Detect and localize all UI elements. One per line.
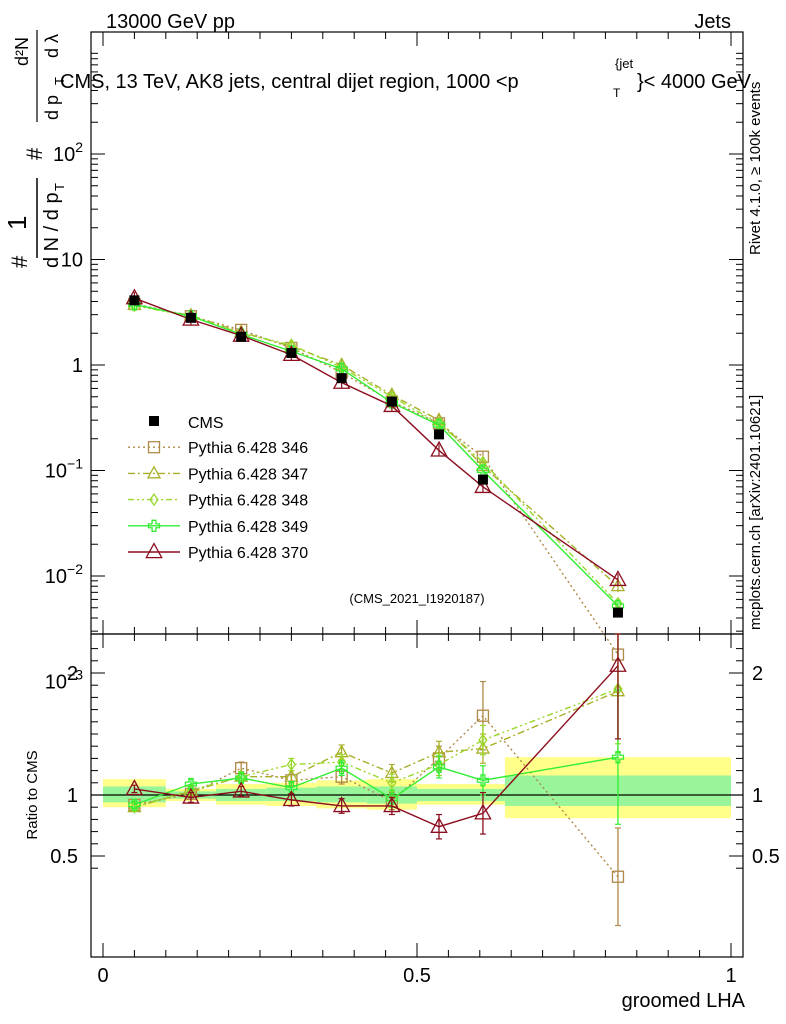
legend-marker — [149, 492, 159, 507]
analysis-watermark: (CMS_2021_I1920187) — [349, 591, 484, 606]
series-point — [609, 570, 627, 587]
legend-entry: Pythia 6.428 346 — [128, 440, 308, 457]
ratio-y-tick-label: 0.5 — [50, 846, 78, 868]
legend-label: Pythia 6.428 347 — [188, 466, 308, 483]
data-point — [286, 347, 297, 358]
ratio-point — [609, 655, 627, 672]
ratio-point — [430, 816, 448, 833]
ylabel-hash-two: # — [22, 147, 47, 160]
ratio-point — [611, 870, 625, 883]
data-point — [386, 396, 397, 407]
ylabel-d2n: d²N — [12, 37, 32, 66]
ratio-point — [385, 792, 399, 805]
x-tick-label: 0.5 — [403, 965, 431, 987]
legend-entry: Pythia 6.428 370 — [128, 542, 308, 562]
main-frame — [90, 31, 744, 635]
ylabel-one: 1 — [2, 216, 32, 230]
x-axis-label: groomed LHA — [622, 990, 746, 1012]
legend-label: Pythia 6.428 370 — [188, 545, 308, 562]
ratio-line — [134, 690, 619, 808]
data-point — [336, 373, 347, 384]
legend-marker — [147, 441, 161, 454]
title-sub: T — [613, 86, 621, 100]
ratio-point — [474, 803, 492, 820]
x-tick-label: 0 — [97, 965, 108, 987]
y-tick-label: 10 — [61, 250, 83, 272]
legend-label: Pythia 6.428 346 — [188, 440, 308, 457]
ratio-y-tick-label-right: 2 — [752, 663, 763, 685]
title-sup: {jet — [615, 56, 633, 71]
series-point — [430, 440, 448, 457]
ratio-point — [232, 781, 250, 798]
ratio-point — [611, 751, 625, 764]
legend-entry: Pythia 6.428 348 — [128, 493, 308, 510]
legend-label: Pythia 6.428 348 — [188, 493, 308, 510]
y-tick-label: 10−2 — [45, 561, 83, 588]
y-tick-label: 10−3 — [45, 667, 83, 694]
legend-label-cms: CMS — [188, 415, 224, 432]
y-tick-label: 10−1 — [45, 456, 83, 483]
ratio-point — [182, 787, 200, 804]
mcplots-source-label: mcplots.cern.ch [arXiv:2401.10621] — [747, 395, 764, 630]
legend-entry-cms: CMS — [149, 415, 224, 432]
ratio-point — [184, 777, 198, 791]
title-main: CMS, 13 TeV, AK8 jets, central dijet reg… — [60, 71, 519, 93]
ratio-point — [125, 779, 144, 796]
ratio-point — [332, 796, 351, 813]
ratio-y-tick-label-right: 1 — [752, 785, 763, 807]
data-point — [129, 295, 140, 306]
ratio-point — [387, 776, 397, 790]
series-point — [474, 477, 492, 494]
ratio-y-tick-label: 2 — [67, 663, 78, 685]
ratio-y-tick-label: 1 — [67, 785, 78, 807]
legend-entry: Pythia 6.428 349 — [128, 519, 308, 536]
ylabel-dn: d N / d p — [41, 192, 63, 268]
legend-entry: Pythia 6.428 347 — [128, 465, 308, 483]
legend-marker — [147, 519, 161, 532]
y-axis-label: # 1 d N / d p T # d²N d p T d λ — [2, 30, 67, 268]
ratio-band-green — [316, 786, 367, 803]
ratio-point — [476, 774, 490, 787]
data-point — [612, 607, 623, 618]
ratio-y-tick-label-right: 0.5 — [752, 846, 780, 868]
ylabel-dlambda: d λ — [42, 34, 62, 58]
y-tick-label: 1 — [72, 355, 83, 377]
legend: CMS Pythia 6.428 346 Pythia 6.428 347 Pythi… — [128, 415, 308, 562]
data-point — [236, 331, 247, 342]
ratio-point — [235, 771, 248, 785]
ylabel-hash: # — [7, 255, 32, 268]
legend-marker — [145, 542, 163, 559]
title-tail: }< 4000 GeV — [637, 71, 752, 93]
ratio-point — [129, 800, 140, 814]
legend-marker-cms — [149, 416, 159, 426]
ratio-point — [282, 790, 301, 807]
ratio-point — [383, 796, 401, 813]
ratio-point — [432, 760, 446, 774]
y-tick-label: 102 — [53, 139, 83, 166]
ylabel-dn-sub: T — [52, 183, 67, 191]
legend-marker — [146, 465, 162, 479]
ratio-panel: 0 0.5 1 0.5 0.5 1 1 2 2 — [50, 633, 780, 987]
rivet-version-label: Rivet 4.1.0, ≥ 100k events — [747, 82, 764, 255]
legend-label: Pythia 6.428 349 — [188, 519, 308, 536]
series-line — [134, 297, 619, 581]
process-label: 13000 GeV pp — [106, 11, 235, 33]
data-point — [185, 312, 196, 323]
ylabel-dpt-sub: T — [52, 77, 67, 85]
ratio-point — [476, 709, 490, 722]
x-tick-label: 1 — [725, 965, 736, 987]
ratio-point — [286, 757, 297, 772]
ratio-point — [335, 762, 348, 775]
ylabel-dpt: d p — [42, 95, 62, 120]
main-panel: 102 10 1 10−1 10−2 10−3 — [45, 31, 744, 957]
ratio-point — [128, 798, 141, 811]
ratio-point — [478, 733, 488, 747]
chart-title: CMS, 13 TeV, AK8 jets, central dijet reg… — [60, 56, 752, 100]
data-point — [477, 474, 488, 485]
analysis-tag: Jets — [694, 11, 731, 33]
data-point — [433, 429, 444, 440]
ratio-point — [285, 781, 298, 794]
ratio-axis-label: Ratio to CMS — [24, 750, 41, 839]
